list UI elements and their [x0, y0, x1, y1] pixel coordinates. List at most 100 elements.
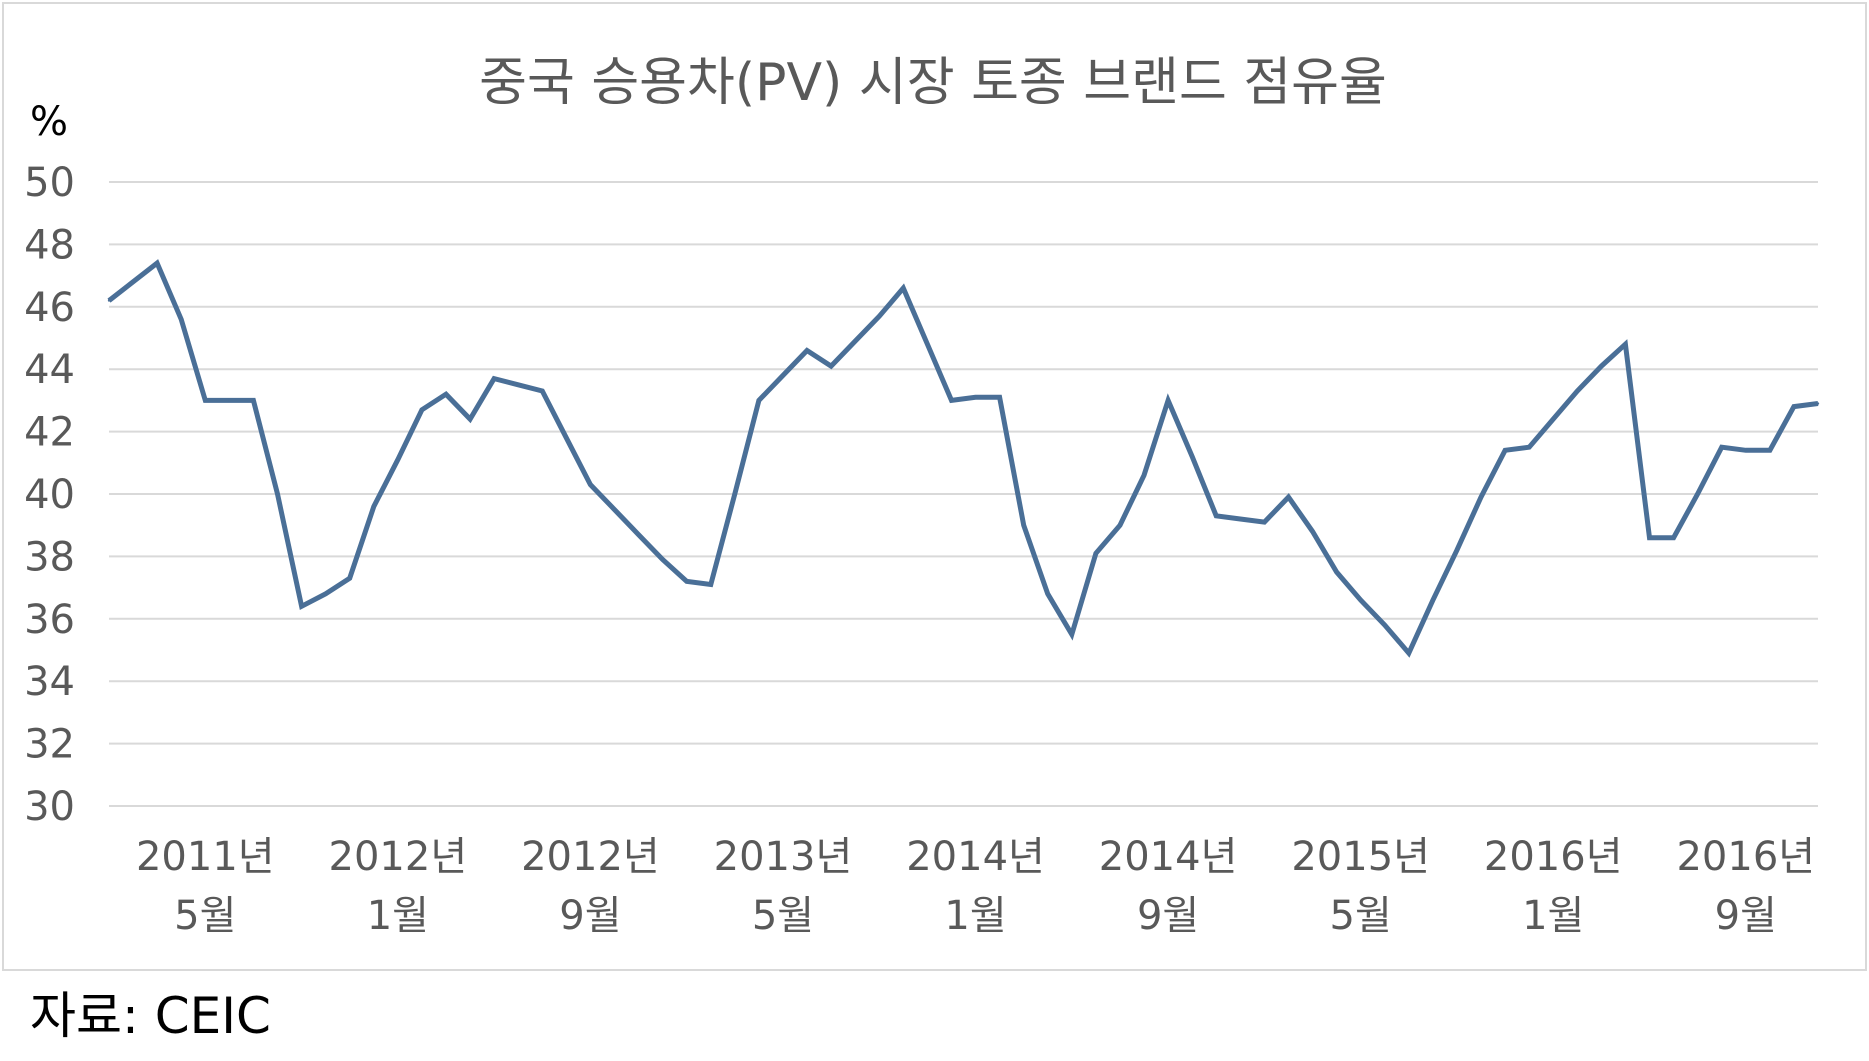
data-point — [1022, 524, 1025, 527]
x-tick-label-year: 2013년 — [714, 834, 853, 880]
chart-frame — [2, 2, 1867, 971]
data-point — [180, 318, 183, 321]
x-tick-label-month: 5월 — [174, 893, 236, 939]
data-point — [1792, 405, 1796, 408]
data-point — [1552, 417, 1555, 421]
data-point — [902, 286, 905, 290]
y-tick-label-50: 50 — [24, 160, 75, 206]
data-point — [661, 558, 664, 561]
x-tick-label-year: 2014년 — [1099, 834, 1238, 880]
data-point — [1215, 514, 1218, 518]
data-point — [974, 396, 977, 399]
x-tick-label-month: 1월 — [1522, 893, 1584, 939]
data-point — [396, 458, 400, 461]
data-point — [1383, 623, 1386, 627]
data-point — [1720, 446, 1723, 449]
data-point — [1431, 598, 1435, 602]
data-point — [733, 492, 737, 496]
data-point — [1287, 495, 1290, 499]
data-point — [685, 580, 688, 583]
data-point — [1335, 570, 1338, 574]
x-tick-label-year: 2016년 — [1676, 834, 1815, 880]
data-point — [372, 505, 375, 508]
data-point — [878, 314, 881, 318]
data-point — [781, 374, 785, 377]
x-tick-label-year: 2014년 — [906, 834, 1045, 880]
data-point — [1696, 492, 1699, 496]
data-point — [1503, 449, 1507, 452]
x-tick-label-year: 2012년 — [521, 834, 660, 880]
data-point — [420, 408, 424, 411]
data-point — [204, 399, 207, 402]
data-point — [1094, 552, 1098, 555]
x-tick-label-year: 2016년 — [1484, 834, 1623, 880]
x-tick-label-month: 1월 — [367, 893, 429, 939]
data-point — [1118, 524, 1122, 527]
data-point — [1768, 449, 1772, 452]
source-note: 자료: CEIC — [30, 987, 271, 1045]
data-point — [1672, 536, 1675, 539]
data-point — [155, 261, 159, 265]
data-point — [950, 399, 953, 402]
data-point — [444, 392, 448, 396]
data-point — [324, 592, 327, 596]
y-tick-label-30: 30 — [24, 784, 75, 830]
data-point — [853, 339, 857, 343]
data-point — [1479, 495, 1483, 499]
data-point — [709, 583, 712, 586]
x-axis-tick-labels: 2011년 5월 2012년 1월 2012년 9월 2013년 5월 2014년 1월 2014년… — [136, 834, 1815, 939]
data-point — [1600, 364, 1603, 368]
x-tick-label-month: 9월 — [1137, 893, 1199, 939]
data-point — [276, 492, 279, 496]
x-tick-label-month: 5월 — [752, 893, 814, 939]
x-tick-label-month: 5월 — [1330, 893, 1392, 939]
data-point — [516, 383, 520, 386]
data-point — [637, 533, 640, 536]
data-point — [1455, 548, 1459, 552]
data-point — [1239, 517, 1242, 521]
data-point — [1407, 651, 1411, 655]
data-point — [805, 349, 809, 352]
y-axis-tick-labels: 30 32 34 36 38 40 42 44 46 48 50 — [24, 160, 75, 830]
chart-title: 중국 승용차(PV) 시장 토종 브랜드 점유율 — [479, 53, 1387, 113]
y-tick-label-46: 46 — [24, 285, 75, 331]
x-tick-label-year: 2012년 — [329, 834, 468, 880]
data-point — [1142, 474, 1146, 477]
gridlines — [109, 181, 1818, 807]
y-tick-label-40: 40 — [24, 472, 75, 518]
data-point — [1190, 455, 1194, 458]
x-tick-label-year: 2011년 — [136, 834, 275, 880]
y-tick-label-48: 48 — [24, 222, 75, 268]
data-point — [1359, 598, 1362, 602]
data-point — [300, 605, 303, 608]
y-tick-label-44: 44 — [24, 347, 75, 393]
data-point — [468, 417, 472, 421]
data-point — [926, 343, 929, 346]
data-point — [348, 577, 351, 580]
data-point — [492, 377, 496, 380]
y-tick-label-38: 38 — [24, 534, 75, 580]
data-point — [613, 508, 616, 511]
data-point — [252, 399, 255, 402]
data-point — [565, 436, 568, 440]
data-point — [1070, 633, 1074, 636]
data-point — [998, 396, 1001, 399]
data-point — [829, 364, 833, 368]
x-tick-label-month: 1월 — [944, 893, 1006, 939]
x-tick-label-month: 9월 — [559, 893, 621, 939]
y-tick-label-36: 36 — [24, 597, 75, 643]
data-point — [1624, 343, 1627, 346]
data-point — [1311, 530, 1314, 533]
data-point — [1263, 520, 1266, 524]
data-point — [1744, 449, 1747, 452]
data-point — [1648, 536, 1651, 539]
data-point — [1046, 592, 1049, 596]
series-line-0 — [107, 259, 1819, 658]
y-tick-label-42: 42 — [24, 410, 75, 456]
data-point — [1816, 402, 1820, 405]
y-axis-unit-label: % — [30, 99, 68, 145]
x-tick-label-month: 9월 — [1715, 893, 1777, 939]
data-point — [589, 483, 592, 486]
data-point — [1166, 399, 1170, 402]
